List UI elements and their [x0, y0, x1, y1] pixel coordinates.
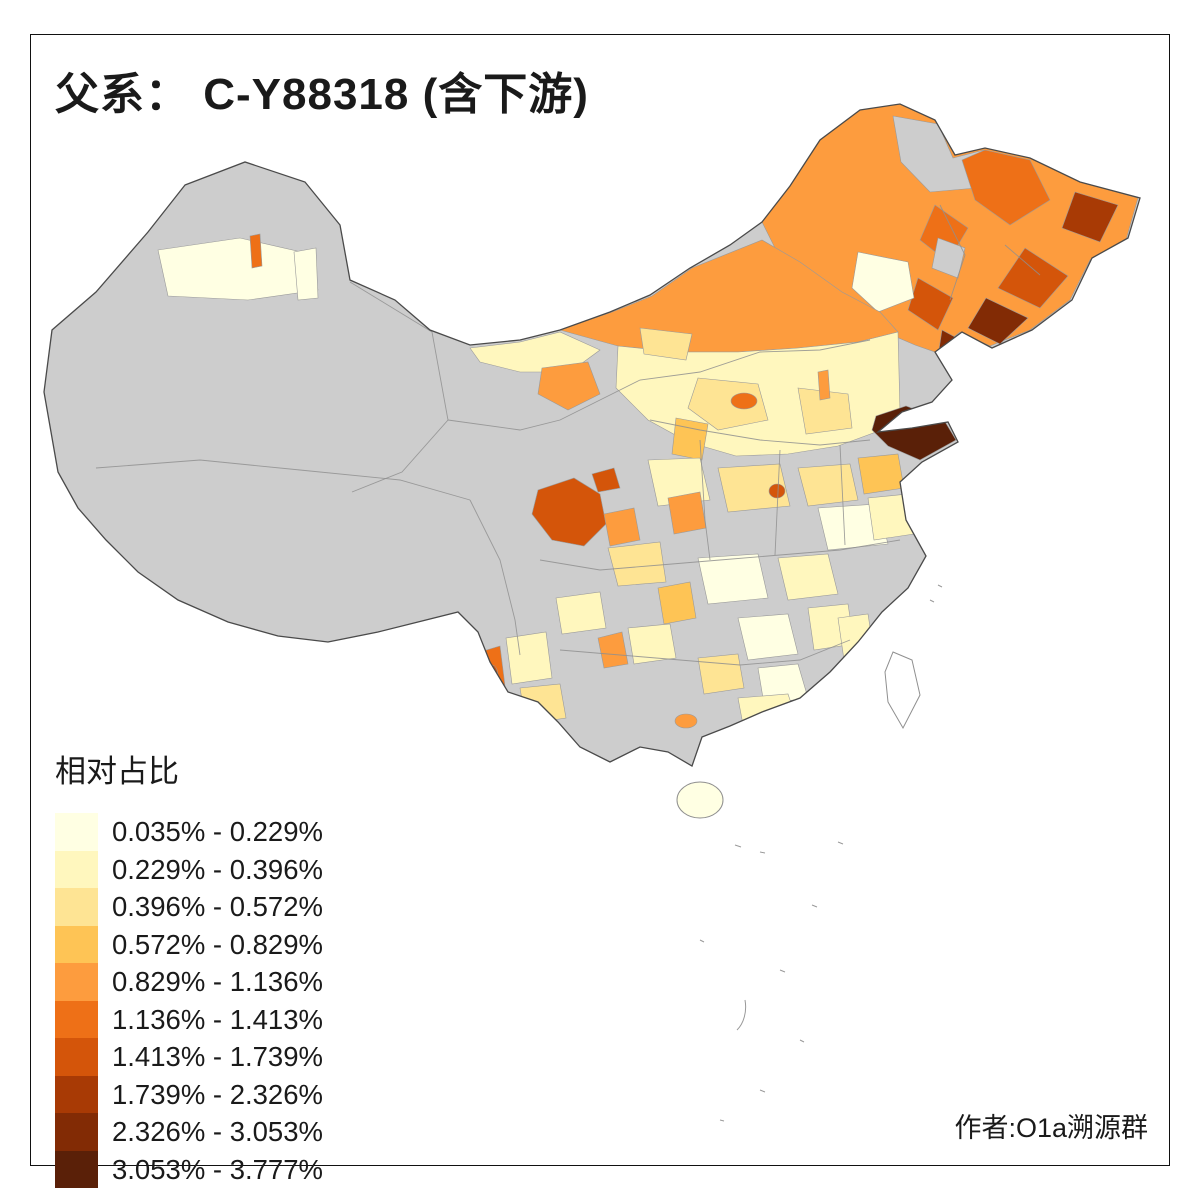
map-region	[997, 247, 1069, 309]
legend-swatch	[55, 1075, 98, 1113]
map-regions	[95, 104, 1139, 731]
page-title: 父系： C-Y88318 (含下游)	[55, 70, 589, 119]
legend-item: 1.136% - 1.413%	[55, 1000, 323, 1038]
legend-label: 1.739% - 2.326%	[112, 1078, 323, 1110]
legend-swatch	[55, 813, 98, 851]
map-region	[531, 477, 607, 547]
map-region	[293, 247, 319, 301]
map-region	[1061, 191, 1119, 243]
map-region	[737, 613, 799, 661]
taiwan-island	[884, 651, 921, 730]
map-region	[687, 377, 769, 431]
map-region	[627, 623, 677, 665]
map-region	[249, 233, 263, 269]
author-credit: 作者:O1a溯源群	[954, 1113, 1148, 1143]
map-region	[697, 553, 769, 605]
map-region	[591, 467, 621, 493]
national-boundary	[43, 103, 1141, 767]
map-region	[657, 581, 697, 625]
legend-swatch	[55, 1113, 98, 1151]
legend-item: 1.739% - 2.326%	[55, 1075, 323, 1113]
map-region	[768, 483, 786, 499]
map-region	[485, 664, 499, 688]
legend-swatch	[55, 850, 98, 888]
legend-swatch	[55, 1000, 98, 1038]
south-china-sea-islands	[699, 584, 943, 1122]
legend-item: 0.572% - 0.829%	[55, 925, 323, 963]
map-region	[671, 417, 709, 461]
legend-item: 0.396% - 0.572%	[55, 888, 323, 926]
legend: 相对占比 0.035% - 0.229% 0.229% - 0.396% 0.3…	[55, 746, 323, 1188]
map-region	[667, 491, 707, 535]
map-region	[697, 653, 745, 695]
map-region	[519, 683, 567, 725]
map-region	[555, 591, 607, 635]
map-region	[469, 331, 601, 373]
map-region	[867, 493, 915, 541]
legend-item: 0.829% - 1.136%	[55, 963, 323, 1001]
legend-item: 3.053% - 3.777%	[55, 1150, 323, 1188]
map-region	[931, 237, 966, 279]
legend-swatch	[55, 888, 98, 926]
map-region	[777, 553, 839, 601]
map-region	[607, 541, 667, 587]
legend-label: 1.136% - 1.413%	[112, 1003, 323, 1035]
legend-swatch	[55, 1038, 98, 1076]
legend-label: 2.326% - 3.053%	[112, 1116, 323, 1147]
legend-label: 0.829% - 1.136%	[112, 966, 323, 997]
map-region	[851, 251, 915, 313]
map-region	[837, 613, 875, 661]
map-region	[157, 237, 319, 301]
map-region	[730, 392, 758, 410]
map-region	[537, 361, 601, 411]
map-region	[674, 713, 698, 729]
map-region	[717, 463, 791, 513]
legend-swatch	[55, 963, 98, 1001]
legend-label: 0.396% - 0.572%	[112, 891, 323, 922]
legend-item: 2.326% - 3.053%	[55, 1113, 323, 1151]
legend-swatch	[55, 925, 98, 963]
map-region	[505, 631, 553, 685]
legend-label: 0.229% - 0.396%	[112, 853, 323, 885]
legend-label: 0.572% - 0.829%	[112, 928, 323, 960]
map-region	[857, 453, 905, 495]
map-region	[603, 507, 641, 547]
legend-label: 3.053% - 3.777%	[112, 1153, 323, 1185]
legend-label: 1.413% - 1.739%	[112, 1041, 323, 1072]
legend-item: 0.035% - 0.229%	[55, 813, 323, 851]
map-region	[597, 631, 629, 669]
legend-title: 相对占比	[55, 754, 179, 789]
legend-item: 0.229% - 0.396%	[55, 850, 323, 888]
map-region	[639, 327, 693, 361]
province-borders	[95, 204, 1041, 666]
map-region	[797, 387, 853, 435]
legend-item: 1.413% - 1.739%	[55, 1038, 323, 1076]
map-region	[737, 693, 799, 731]
legend-label: 0.035% - 0.229%	[112, 816, 323, 847]
legend-swatch	[55, 1150, 98, 1188]
hainan-island	[676, 781, 724, 819]
map-region	[797, 463, 859, 507]
map-region	[961, 149, 1051, 226]
map-region	[817, 369, 831, 401]
